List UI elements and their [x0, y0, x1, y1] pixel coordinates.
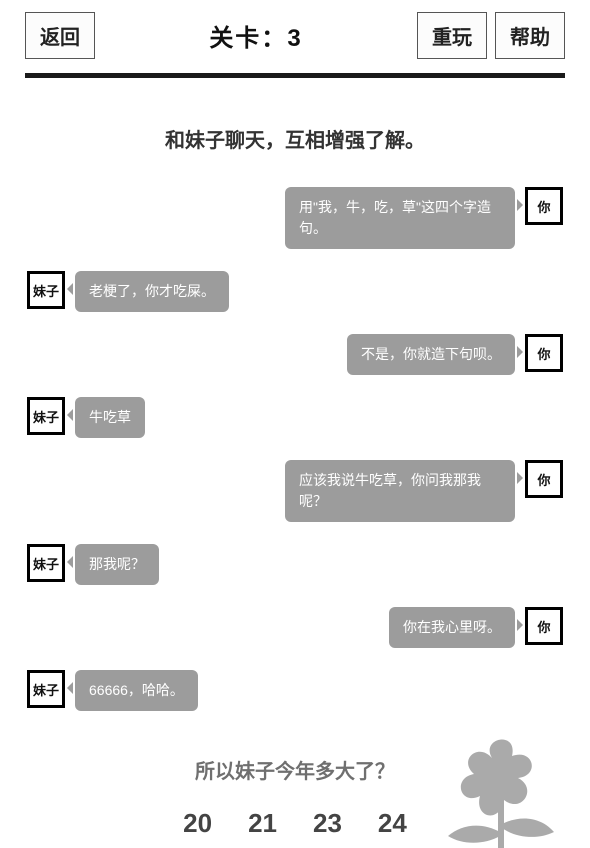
level-number: 3 — [287, 25, 302, 52]
chat-row: 用"我，牛，吃，草"这四个字造句。你 — [27, 187, 563, 249]
replay-button[interactable]: 重玩 — [417, 12, 487, 59]
answer-option[interactable]: 20 — [179, 806, 216, 841]
chat-row: 妹子牛吃草 — [27, 397, 563, 438]
chat-bubble: 老梗了，你才吃屎。 — [75, 271, 229, 312]
chat-bubble: 66666，哈哈。 — [75, 670, 198, 711]
header-divider — [25, 73, 565, 78]
answer-option[interactable]: 21 — [244, 806, 281, 841]
topbar-right-group: 重玩 帮助 — [417, 12, 565, 59]
chat-row: 不是，你就造下句呗。你 — [27, 334, 563, 375]
avatar-her: 妹子 — [27, 670, 65, 708]
level-indicator: 关卡：3 — [101, 18, 411, 53]
chat-row: 应该我说牛吃草，你问我那我呢？ 你 — [27, 460, 563, 522]
avatar-you: 你 — [525, 460, 563, 498]
chat-row: 妹子那我呢？ — [27, 544, 563, 585]
avatar-you: 你 — [525, 187, 563, 225]
answer-option[interactable]: 24 — [374, 806, 411, 841]
chat-row: 妹子 66666，哈哈。 — [27, 670, 563, 711]
chat-log: 用"我，牛，吃，草"这四个字造句。你妹子老梗了，你才吃屎。不是，你就造下句呗。你… — [25, 187, 565, 711]
back-button[interactable]: 返回 — [25, 12, 95, 59]
avatar-you: 你 — [525, 607, 563, 645]
chat-bubble: 那我呢？ — [75, 544, 159, 585]
chat-bubble: 应该我说牛吃草，你问我那我呢？ — [285, 460, 515, 522]
help-button[interactable]: 帮助 — [495, 12, 565, 59]
chat-row: 妹子老梗了，你才吃屎。 — [27, 271, 563, 312]
chat-bubble: 不是，你就造下句呗。 — [347, 334, 515, 375]
chat-bubble: 你在我心里呀。 — [389, 607, 515, 648]
answer-option[interactable]: 23 — [309, 806, 346, 841]
avatar-you: 你 — [525, 334, 563, 372]
avatar-her: 妹子 — [27, 397, 65, 435]
chat-row: 你在我心里呀。你 — [27, 607, 563, 648]
flower-icon — [430, 728, 560, 848]
chat-bubble: 用"我，牛，吃，草"这四个字造句。 — [285, 187, 515, 249]
top-bar: 返回 关卡：3 重玩 帮助 — [25, 12, 565, 59]
chat-bubble: 牛吃草 — [75, 397, 145, 438]
avatar-her: 妹子 — [27, 544, 65, 582]
level-prefix: 关卡： — [209, 25, 287, 52]
avatar-her: 妹子 — [27, 271, 65, 309]
intro-text: 和妹子聊天，互相增强了解。 — [25, 124, 565, 153]
